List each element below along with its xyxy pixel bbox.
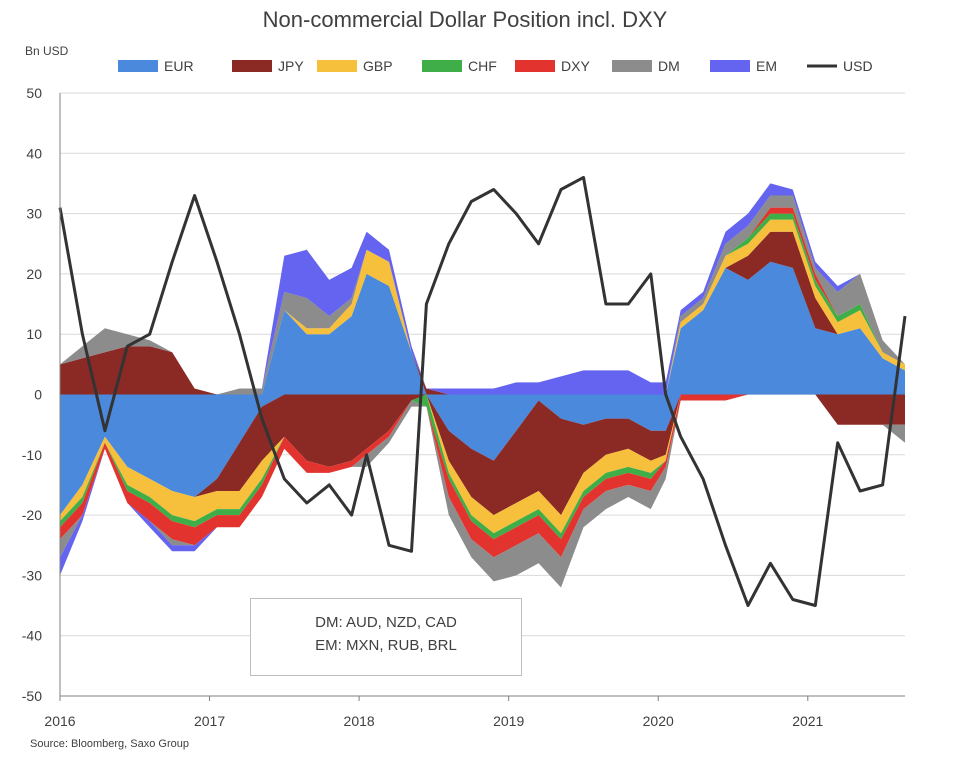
x-tick-label: 2020 [643, 713, 674, 729]
x-tick-label: 2018 [344, 713, 375, 729]
x-tick-label: 2016 [44, 713, 75, 729]
annotation-box: DM: AUD, NZD, CAD EM: MXN, RUB, BRL [250, 598, 522, 676]
legend-label-dm: DM [658, 58, 680, 74]
annotation-line-dm: DM: AUD, NZD, CAD [315, 614, 457, 631]
legend-swatch-dm [612, 60, 652, 72]
x-tick-label: 2017 [194, 713, 225, 729]
series-line-usd [58, 175, 907, 607]
legend-swatch-jpy [232, 60, 272, 72]
plot-lines [58, 175, 907, 607]
legend-swatch-eur [118, 60, 158, 72]
x-tick-label: 2021 [792, 713, 823, 729]
legend: EUR JPY GBP CHF DXY DM EM USD [118, 58, 873, 74]
series-area-dm-negative [60, 394, 905, 588]
y-tick-label: 50 [26, 85, 42, 101]
legend-label-jpy: JPY [278, 58, 304, 74]
series-area-eur-positive [60, 261, 905, 395]
series-area-em-positive [60, 183, 905, 395]
legend-swatch-em [710, 60, 750, 72]
y-tick-label: -20 [22, 507, 42, 523]
legend-swatch-dxy [515, 60, 555, 72]
x-tick-label: 2019 [493, 713, 524, 729]
legend-label-chf: CHF [468, 58, 497, 74]
y-tick-label: -40 [22, 628, 42, 644]
series-area-jpy-positive [60, 231, 905, 395]
legend-label-dxy: DXY [561, 58, 590, 74]
y-tick-label: 10 [26, 326, 42, 342]
chart-title: Non-commercial Dollar Position incl. DXY [263, 7, 668, 32]
y-tick-label: 40 [26, 145, 42, 161]
legend-label-gbp: GBP [363, 58, 393, 74]
y-axis-label: Bn USD [25, 44, 69, 58]
source-note: Source: Bloomberg, Saxo Group [30, 738, 189, 750]
annotation-line-em: EM: MXN, RUB, BRL [315, 637, 457, 654]
legend-label-eur: EUR [164, 58, 194, 74]
legend-label-em: EM [756, 58, 777, 74]
series-area-jpy-negative [60, 394, 905, 516]
y-tick-label: -30 [22, 567, 42, 583]
legend-swatch-chf [422, 60, 462, 72]
y-tick-label: 30 [26, 206, 42, 222]
plot-areas [60, 183, 905, 588]
y-tick-label: -10 [22, 447, 42, 463]
y-tick-label: 20 [26, 266, 42, 282]
legend-swatch-gbp [317, 60, 357, 72]
y-tick-label: -50 [22, 688, 42, 704]
y-tick-label: 0 [34, 387, 42, 403]
legend-label-usd: USD [843, 58, 873, 74]
